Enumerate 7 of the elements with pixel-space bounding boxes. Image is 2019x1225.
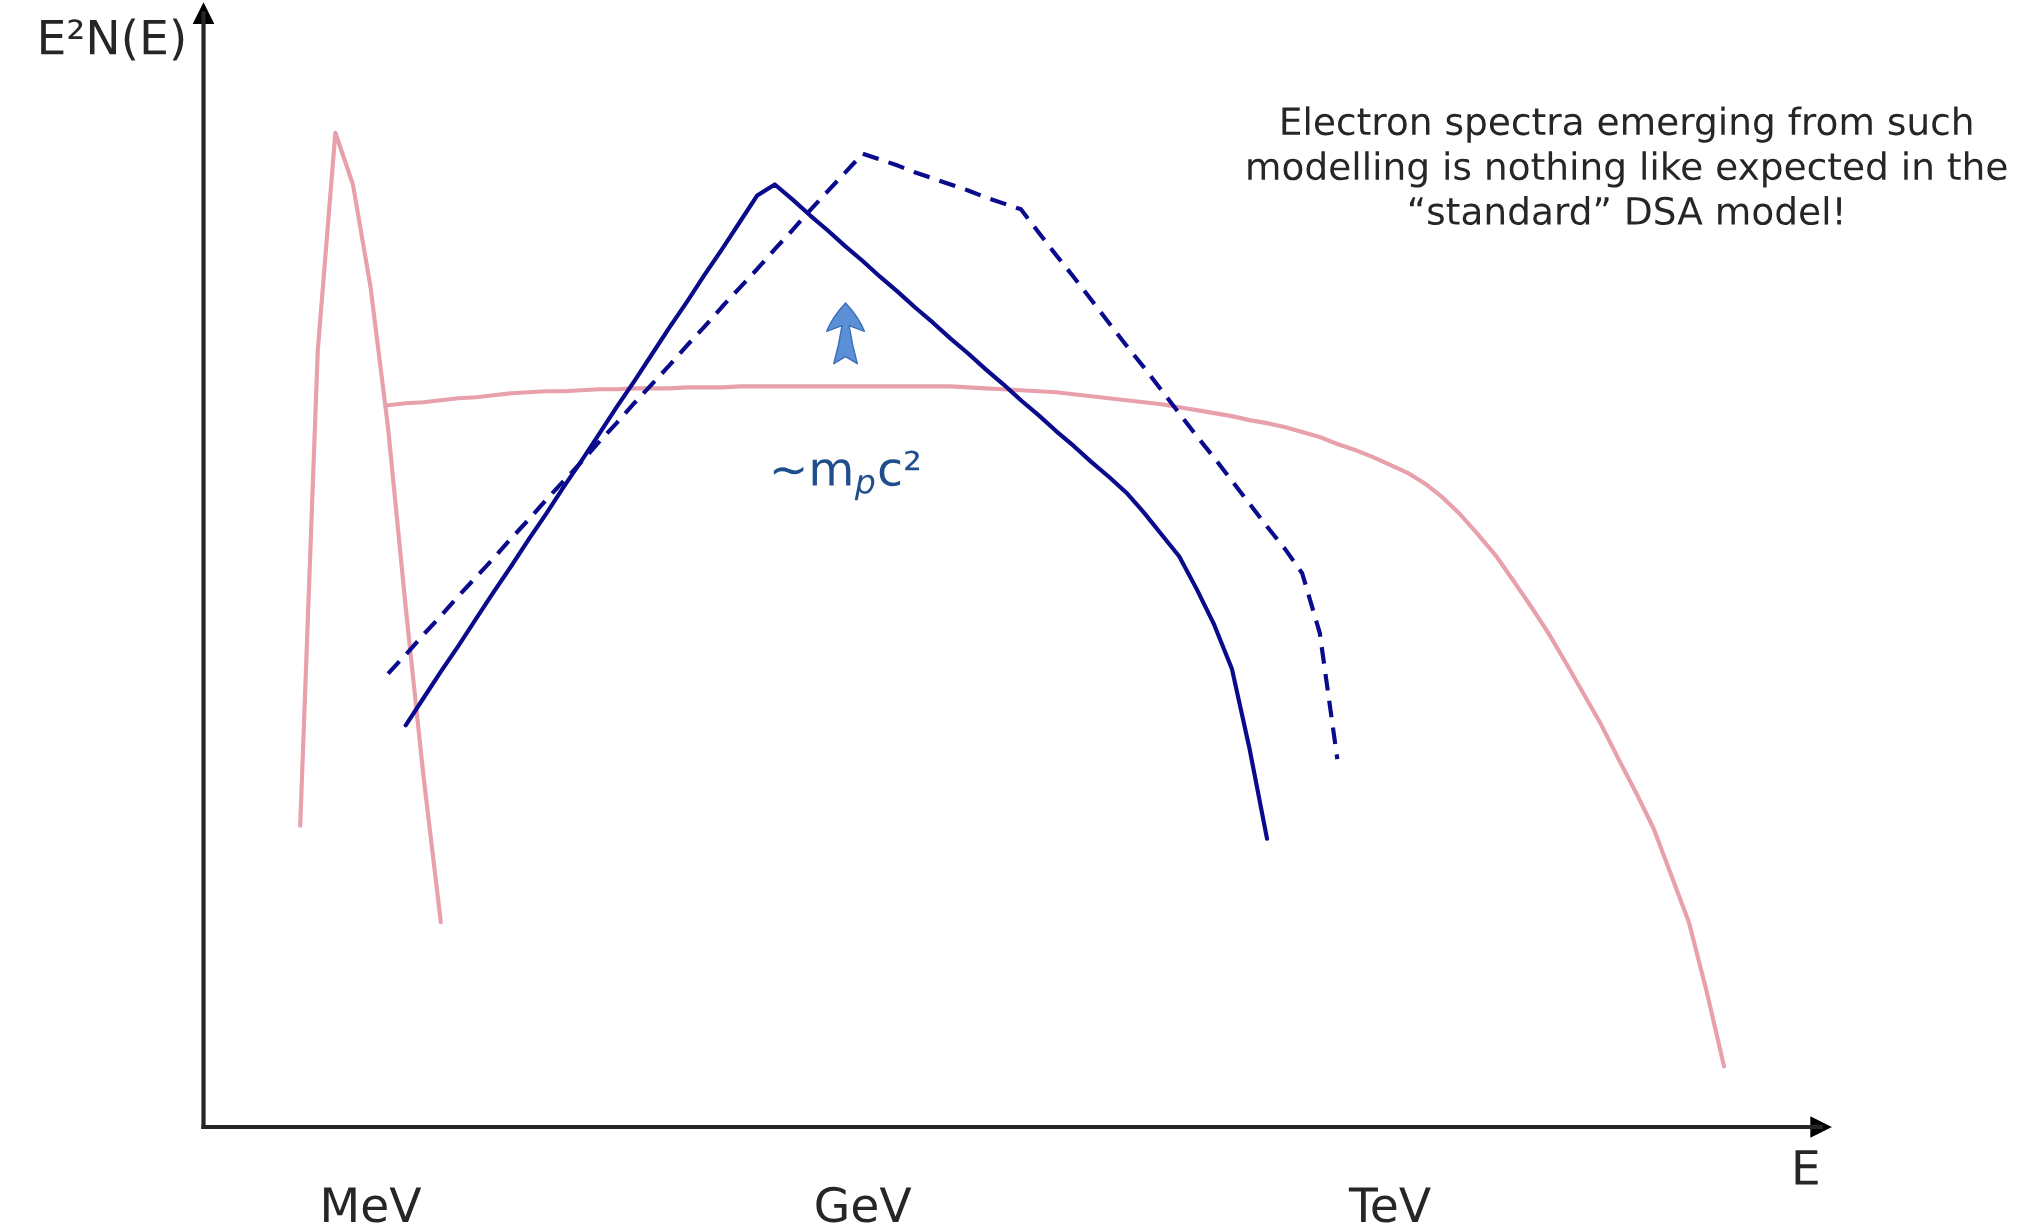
y-axis-title: E²N(E) [41, 18, 184, 61]
x-tick-label: MeV [324, 1187, 422, 1223]
x-tick-label: GeV [816, 1186, 912, 1223]
x-tick-label: TeV [1348, 1187, 1431, 1223]
annotation: ~m$_{p}$c² [773, 450, 920, 501]
x-axis-title: E [1795, 1150, 1818, 1185]
annotation: Electron spectra emerging from such modelling is nothing like expected in the “standard” DSA model! [1248, 106, 2007, 226]
